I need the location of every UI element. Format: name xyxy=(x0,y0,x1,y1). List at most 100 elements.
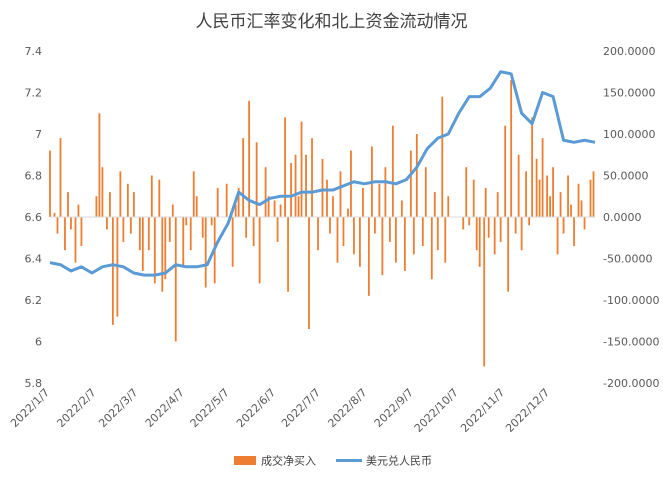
bar-7 xyxy=(74,217,77,263)
bar-52 xyxy=(258,217,261,284)
bar-93 xyxy=(415,134,418,217)
bar-11 xyxy=(98,113,101,217)
bar-85 xyxy=(384,167,387,217)
right-tick-6: 100.0000 xyxy=(603,128,656,141)
bar-37 xyxy=(195,196,198,217)
bar-139 xyxy=(592,171,595,217)
bar-56 xyxy=(276,217,279,242)
bar-24 xyxy=(147,217,150,251)
bar-96 xyxy=(430,217,433,280)
bar-5 xyxy=(67,192,69,217)
bar-97 xyxy=(433,192,436,217)
bar-65 xyxy=(308,217,310,330)
bar-135 xyxy=(577,183,580,217)
bar-130 xyxy=(559,192,562,217)
bar-114 xyxy=(504,125,507,217)
bar-103 xyxy=(465,167,468,217)
bar-51 xyxy=(255,142,258,217)
bar-75 xyxy=(347,208,349,217)
bar-98 xyxy=(436,217,439,251)
right-tick-4: 0.0000 xyxy=(603,211,642,224)
bar-137 xyxy=(583,217,586,230)
line-layer xyxy=(49,70,596,277)
bar-64 xyxy=(305,154,307,217)
bar-120 xyxy=(525,171,528,217)
left-tick-5: 6.8 xyxy=(25,170,43,183)
bar-132 xyxy=(567,175,569,217)
bar-30 xyxy=(168,217,171,242)
bar-115 xyxy=(507,217,510,292)
bar-32 xyxy=(174,217,177,342)
bar-40 xyxy=(210,217,213,226)
bar-26 xyxy=(153,217,156,284)
right-tick-0: -200.0000 xyxy=(603,377,659,390)
bar-100 xyxy=(444,217,447,263)
bar-110 xyxy=(487,217,490,238)
bar-25 xyxy=(150,175,153,217)
bar-95 xyxy=(424,167,427,217)
bar-73 xyxy=(339,171,342,217)
bar-9 xyxy=(80,217,83,247)
legend: 成交净买入 美元兑人民币 xyxy=(234,454,432,468)
bar-66 xyxy=(311,138,313,217)
bar-35 xyxy=(189,217,192,251)
bar-49 xyxy=(248,100,251,217)
bar-6 xyxy=(70,217,72,230)
left-tick-8: 7.4 xyxy=(25,45,43,58)
bar-17 xyxy=(119,171,122,217)
bar-111 xyxy=(493,217,496,255)
bar-13 xyxy=(106,217,108,230)
bar-15 xyxy=(111,217,114,325)
bar-55 xyxy=(273,200,276,217)
bar-36 xyxy=(192,171,195,217)
bar-72 xyxy=(336,217,339,263)
bar-101 xyxy=(447,196,450,217)
bar-124 xyxy=(538,179,541,217)
right-tick-2: -100.0000 xyxy=(603,294,659,307)
bar-74 xyxy=(342,217,345,247)
bar-80 xyxy=(368,217,370,296)
bar-122 xyxy=(531,117,534,217)
bar-133 xyxy=(570,204,572,217)
bar-18 xyxy=(122,217,125,242)
bar-1 xyxy=(53,212,56,217)
right-tick-5: 50.0000 xyxy=(603,170,649,183)
bar-105 xyxy=(472,179,475,217)
bar-59 xyxy=(287,217,289,292)
right-axis: -200.0000 -150.0000 -100.0000 -50.0000 0.000… xyxy=(603,45,659,390)
bar-39 xyxy=(204,217,207,288)
bar-14 xyxy=(108,192,111,217)
bar-126 xyxy=(546,175,548,217)
bar-117 xyxy=(514,217,517,234)
chart-title: 人民币汇率变化和北上资金流动情况 xyxy=(196,12,468,32)
bar-67 xyxy=(317,217,319,251)
bar-0 xyxy=(49,150,51,217)
bar-109 xyxy=(484,187,487,217)
bar-50 xyxy=(252,217,255,247)
bar-68 xyxy=(321,158,324,217)
legend-label-bar: 成交净买入 xyxy=(261,454,316,468)
bar-89 xyxy=(400,200,403,217)
bar-29 xyxy=(164,217,167,280)
bar-8 xyxy=(77,204,80,217)
bar-127 xyxy=(549,196,551,217)
bar-121 xyxy=(528,217,531,226)
bar-20 xyxy=(129,217,132,234)
bar-102 xyxy=(462,217,465,230)
bar-138 xyxy=(589,179,592,217)
bar-45 xyxy=(234,204,237,217)
left-tick-2: 6.2 xyxy=(25,294,43,307)
right-tick-7: 150.0000 xyxy=(603,87,656,100)
bar-88 xyxy=(394,217,397,263)
legend-label-line: 美元兑人民币 xyxy=(366,454,432,468)
bar-21 xyxy=(132,192,135,217)
bar-47 xyxy=(242,138,245,217)
left-tick-3: 6.4 xyxy=(25,253,43,266)
bar-48 xyxy=(245,217,248,238)
bar-94 xyxy=(421,217,424,247)
bar-54 xyxy=(267,196,270,217)
bar-22 xyxy=(138,217,141,251)
bar-53 xyxy=(264,167,267,217)
bar-63 xyxy=(300,121,303,217)
